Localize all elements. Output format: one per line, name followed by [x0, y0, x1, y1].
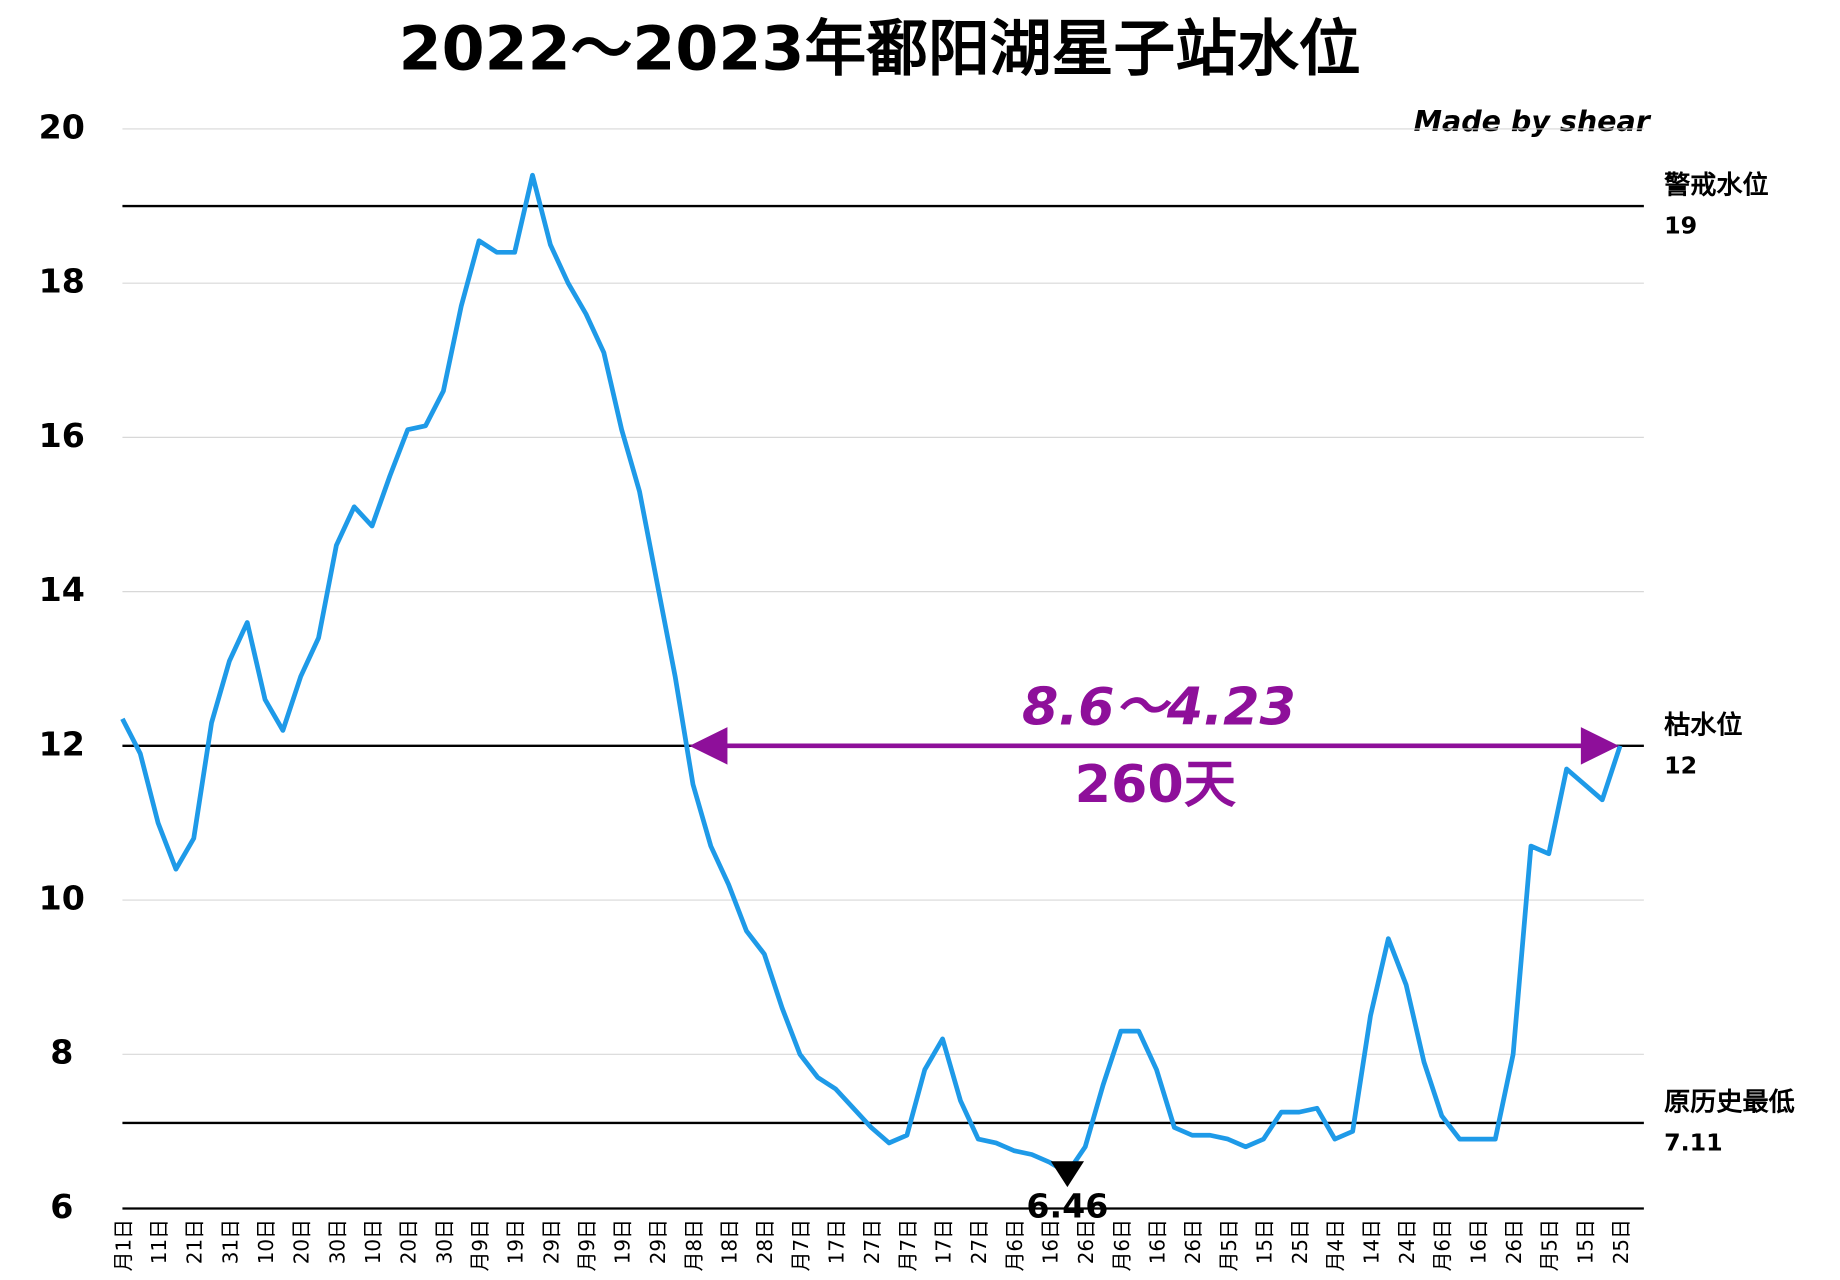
x-tick-label: 30日	[325, 1219, 349, 1264]
x-tick-label: 11日	[147, 1219, 171, 1264]
reference-label: 原历史最低	[1664, 1088, 1795, 1118]
x-tick-label: 29日	[646, 1219, 670, 1264]
x-tick-label: 19日	[610, 1219, 634, 1264]
x-tick-label: 27日	[967, 1219, 991, 1264]
x-tick-label: 28日	[753, 1219, 777, 1264]
x-tick-label: 月6日	[1431, 1219, 1455, 1271]
x-tick-label: 10日	[361, 1219, 385, 1264]
x-tick-label: 20日	[290, 1219, 314, 1264]
x-tick-label: 月9日	[575, 1219, 599, 1271]
min-marker	[1050, 1161, 1085, 1188]
reference-value: 7.11	[1664, 1129, 1723, 1157]
x-tick-label: 30日	[432, 1219, 456, 1264]
reference-label: 枯水位	[1664, 710, 1742, 741]
y-tick-label: 18	[39, 262, 85, 301]
x-tick-label: 17日	[931, 1219, 955, 1264]
x-tick-label: 26日	[1502, 1219, 1526, 1264]
x-tick-label: 月5日	[1217, 1219, 1241, 1271]
x-tick-label: 20日	[396, 1219, 420, 1264]
x-tick-label: 月6日	[1003, 1219, 1027, 1271]
x-tick-label: 17日	[824, 1219, 848, 1264]
x-tick-label: 10日	[254, 1219, 278, 1264]
x-tick-label: 24日	[1395, 1219, 1419, 1264]
x-tick-label: 月9日	[468, 1219, 492, 1271]
x-tick-label: 14日	[1359, 1219, 1383, 1264]
span-label: 8.6～4.23	[1022, 678, 1296, 738]
x-tick-label: 月7日	[789, 1219, 813, 1271]
y-tick-label: 10	[39, 879, 85, 918]
x-tick-label: 26日	[1074, 1219, 1098, 1264]
x-tick-label: 月8日	[682, 1219, 706, 1271]
x-tick-label: 19日	[503, 1219, 527, 1264]
x-tick-label: 29日	[539, 1219, 563, 1264]
y-tick-label: 20	[39, 108, 85, 147]
x-tick-label: 月4日	[1324, 1219, 1348, 1271]
arrow-head	[689, 727, 728, 765]
arrow-head	[1580, 727, 1619, 765]
y-tick-label: 14	[39, 570, 85, 609]
x-tick-label: 27日	[860, 1219, 884, 1264]
credit: Made by shear	[1414, 105, 1652, 138]
y-tick-label: 8	[50, 1033, 73, 1072]
x-tick-label: 21日	[183, 1219, 207, 1264]
span-duration: 260天	[1075, 755, 1236, 815]
y-tick-label: 16	[39, 416, 85, 455]
x-tick-label: 月5日	[1538, 1219, 1562, 1271]
chart-title: 2022～2023年鄱阳湖星子站水位	[399, 14, 1361, 85]
y-tick-label: 6	[50, 1187, 73, 1226]
reference-value: 19	[1664, 212, 1697, 240]
x-tick-label: 月7日	[896, 1219, 920, 1271]
x-tick-label: 15日	[1252, 1219, 1276, 1264]
x-tick-label: 26日	[1181, 1219, 1205, 1264]
x-tick-label: 25日	[1288, 1219, 1312, 1264]
x-tick-label: 18日	[717, 1219, 741, 1264]
min-label: 6.46	[1026, 1187, 1108, 1226]
x-tick-label: 16日	[1466, 1219, 1490, 1264]
data-line	[120, 172, 1623, 1176]
reference-value: 12	[1664, 752, 1697, 780]
x-tick-label: 16日	[1038, 1219, 1062, 1264]
x-tick-label: 16日	[1145, 1219, 1169, 1264]
x-tick-label: 月1日	[111, 1219, 135, 1271]
x-tick-label: 25日	[1609, 1219, 1633, 1264]
x-tick-label: 15日	[1573, 1219, 1597, 1264]
y-tick-label: 12	[39, 724, 85, 763]
x-tick-label: 月6日	[1110, 1219, 1134, 1271]
x-tick-label: 31日	[218, 1219, 242, 1264]
reference-label: 警戒水位	[1664, 170, 1769, 201]
